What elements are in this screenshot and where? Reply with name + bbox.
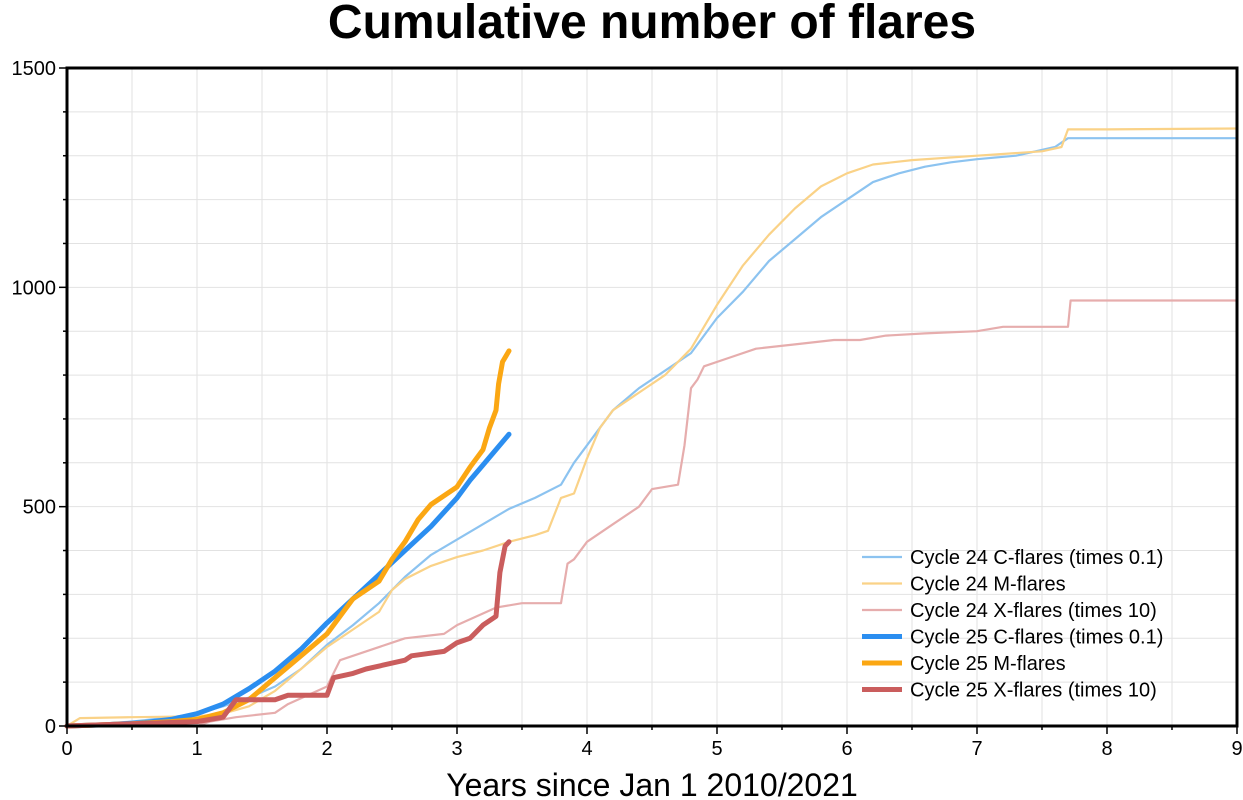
legend-entry: Cycle 25 C-flares (times 0.1) bbox=[910, 627, 1163, 649]
plot-frame bbox=[65, 66, 1239, 728]
x-tick-label: 9 bbox=[1231, 738, 1242, 760]
legend: Cycle 24 C-flares (times 0.1) Cycle 24 M-… bbox=[862, 547, 1163, 702]
x-tick-label: 0 bbox=[61, 738, 72, 760]
series-line-3 bbox=[65, 299, 1239, 728]
grid bbox=[66, 67, 1238, 727]
series-line-5 bbox=[64, 348, 512, 729]
legend-entry: Cycle 25 X-flares (times 10) bbox=[910, 680, 1157, 702]
x-tick-label: 4 bbox=[581, 738, 592, 760]
y-tick-label: 500 bbox=[23, 497, 56, 519]
legend-entry: Cycle 24 M-flares bbox=[910, 574, 1066, 596]
y-tick-label: 0 bbox=[45, 716, 56, 738]
series-line-6 bbox=[64, 539, 512, 729]
y-tick-label: 1000 bbox=[12, 277, 57, 299]
series-lines bbox=[64, 127, 1239, 729]
x-tick-label: 8 bbox=[1101, 738, 1112, 760]
x-tick-label: 6 bbox=[841, 738, 852, 760]
legend-entry: Cycle 24 X-flares (times 10) bbox=[910, 600, 1157, 622]
x-tick-label: 5 bbox=[711, 738, 722, 760]
chart-title: Cumulative number of flares bbox=[328, 0, 976, 49]
x-tick-label: 1 bbox=[191, 738, 202, 760]
legend-entry: Cycle 24 C-flares (times 0.1) bbox=[910, 547, 1163, 569]
legend-entry: Cycle 25 M-flares bbox=[910, 653, 1066, 675]
series-line-2 bbox=[65, 127, 1239, 728]
x-tick-label: 7 bbox=[971, 738, 982, 760]
x-tick-label: 2 bbox=[321, 738, 332, 760]
y-tick-label: 1500 bbox=[12, 58, 57, 80]
x-axis-label: Years since Jan 1 2010/2021 bbox=[446, 767, 858, 800]
x-tick-label: 3 bbox=[451, 738, 462, 760]
